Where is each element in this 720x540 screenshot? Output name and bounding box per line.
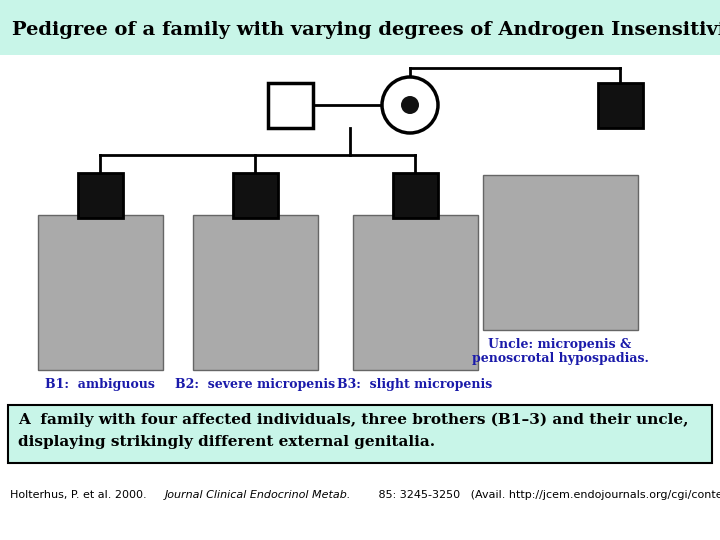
Bar [233,172,277,218]
Bar [0,0,720,55]
Bar [0,55,720,410]
Text: displaying strikingly different external genitalia.: displaying strikingly different external… [18,435,435,449]
Circle shape [401,96,419,114]
Text: Journal Clinical Endocrinol Metab.: Journal Clinical Endocrinol Metab. [165,490,351,500]
Bar [392,172,438,218]
Bar [192,215,318,370]
Bar [8,405,712,463]
Bar [268,83,312,127]
Text: B2:  severe micropenis: B2: severe micropenis [175,378,335,391]
Text: Holterhus, P. et al. 2000.: Holterhus, P. et al. 2000. [10,490,150,500]
Text: 85: 3245-3250   (Avail. http://jcem.endojournals.org/cgi/content/full/85/9/3245): 85: 3245-3250 (Avail. http://jcem.endojo… [375,490,720,500]
Text: B1:  ambiguous: B1: ambiguous [45,378,155,391]
Circle shape [382,77,438,133]
Text: Uncle: micropenis &: Uncle: micropenis & [488,338,631,351]
Text: Pedigree of a family with varying degrees of Androgen Insensitivity: Pedigree of a family with varying degree… [12,21,720,39]
Bar [37,215,163,370]
Bar [353,215,477,370]
Text: B3:  slight micropenis: B3: slight micropenis [338,378,492,391]
Text: penoscrotal hypospadias.: penoscrotal hypospadias. [472,352,649,365]
Bar [598,83,642,127]
Bar [78,172,122,218]
Bar [482,175,637,330]
Text: A  family with four affected individuals, three brothers (B1–3) and their uncle,: A family with four affected individuals,… [18,413,688,427]
